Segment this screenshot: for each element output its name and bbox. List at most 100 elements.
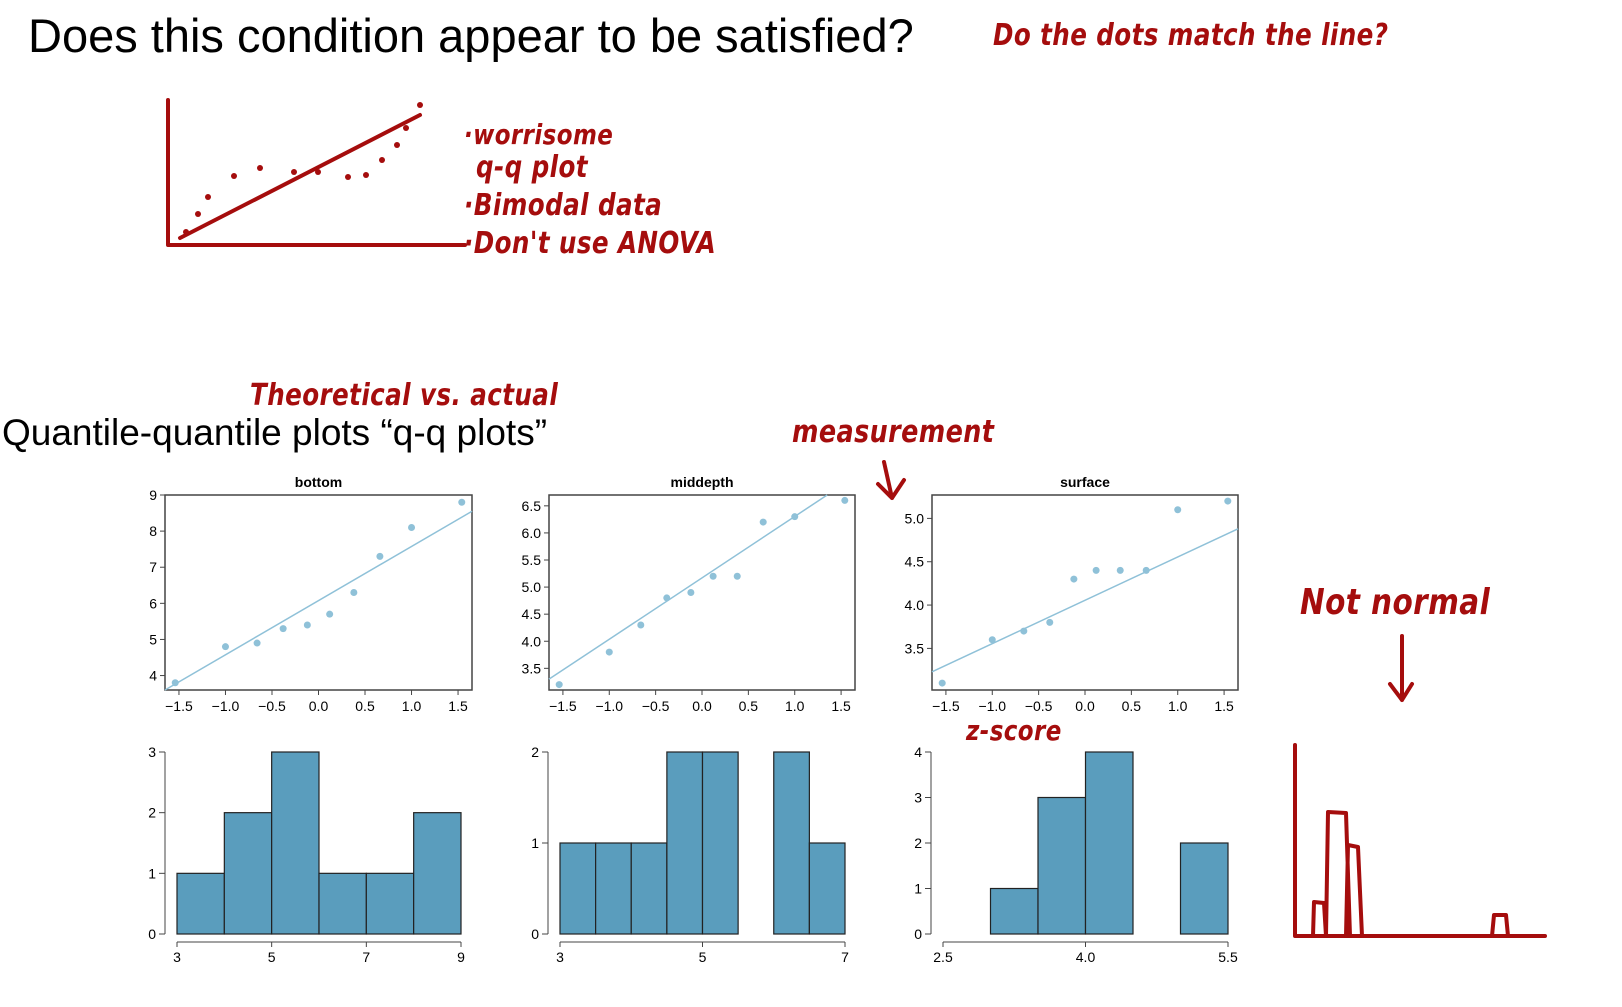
y-tick-label: 4.5: [905, 554, 925, 570]
annotation-theoretical-vs-actual: Theoretical vs. actual: [250, 378, 559, 413]
y-tick-label: 0: [148, 926, 156, 942]
x-tick-label: 4.0: [1076, 949, 1096, 965]
y-tick-label: 1: [531, 835, 539, 851]
y-tick-label: 5.0: [522, 579, 542, 595]
data-point: [1142, 566, 1150, 574]
histogram-bar: [223, 812, 273, 935]
data-point: [759, 518, 767, 526]
data-point: [1020, 627, 1028, 635]
x-tick-label: 1.5: [831, 698, 851, 714]
plot-frame: [164, 494, 473, 691]
data-point: [279, 625, 287, 633]
annotation-dont-use-anova: ·Don't use ANOVA: [464, 226, 717, 261]
x-tick-label: 9: [457, 949, 465, 965]
data-point: [408, 524, 416, 531]
x-tick-label: 5: [268, 949, 276, 965]
reference-line: [931, 528, 1239, 673]
histogram-bar: [666, 751, 704, 935]
data-point: [605, 648, 613, 656]
x-tick-label: 1.0: [785, 698, 805, 714]
x-tick-label: −0.5: [1025, 698, 1053, 714]
x-tick-label: 2.5: [933, 949, 953, 965]
y-tick-label: 3: [148, 744, 156, 760]
sketch-qq-line: [178, 113, 422, 240]
annotation-qq-plot: q-q plot: [476, 150, 588, 185]
data-point: [1070, 575, 1078, 583]
y-tick-label: 4.5: [522, 606, 542, 622]
y-tick-label: 4.0: [522, 633, 542, 649]
data-point: [687, 589, 695, 596]
histogram-bar: [630, 842, 668, 935]
y-tick-label: 6: [149, 595, 157, 611]
annotation-bimodal: ·Bimodal data: [464, 188, 663, 223]
measurement-arrow-icon: [876, 460, 906, 500]
y-tick-label: 0: [531, 926, 539, 942]
y-tick-label: 1: [914, 881, 922, 897]
data-point: [555, 681, 563, 689]
x-tick-label: 3: [556, 949, 564, 965]
data-point: [1224, 497, 1232, 505]
annotation-dots-question: Do the dots match the line?: [993, 18, 1389, 53]
histogram-bar: [1037, 796, 1087, 935]
plot-frame: [548, 494, 856, 691]
reference-line: [548, 494, 828, 680]
data-point: [253, 639, 261, 647]
data-point: [663, 594, 671, 602]
data-point: [303, 621, 311, 629]
chart-4: 0 1 2 3 5 7: [531, 744, 849, 965]
data-point: [221, 643, 229, 651]
reference-line: [164, 510, 473, 691]
slide-title: Does this condition appear to be satisfi…: [28, 9, 914, 62]
chart-1: middepth −1.5 −1.0 −0.5 0.0 0.5 1.0 1.5 3.5 4.0 4.…: [522, 474, 856, 714]
histogram-bar: [176, 872, 225, 935]
plot-frame: [931, 494, 1239, 691]
data-point: [791, 513, 799, 521]
x-tick-label: 0.0: [309, 698, 329, 714]
x-tick-label: 5.5: [1218, 949, 1238, 965]
x-tick-label: −1.5: [932, 698, 960, 714]
histogram-bar: [595, 842, 632, 935]
x-tick-label: 0.0: [1075, 698, 1095, 714]
chart-5: 0 1 2 3 4 2.5 4.0 5.5: [914, 744, 1238, 965]
x-tick-label: 5: [699, 949, 707, 965]
histogram-bar: [318, 872, 367, 935]
data-point: [637, 621, 645, 629]
y-tick-label: 9: [149, 487, 157, 503]
data-point: [733, 572, 741, 580]
y-tick-label: 6.5: [522, 498, 542, 514]
chart-2: surface −1.5 −1.0 −0.5 0.0 0.5 1.0 1.5 3.5 4.0 4.5…: [905, 474, 1239, 714]
annotation-worrisome: ·worrisome: [464, 118, 614, 151]
data-point: [326, 610, 334, 618]
histogram-bar: [773, 751, 810, 935]
y-tick-label: 0: [914, 926, 922, 942]
slide-subtitle: Quantile-quantile plots “q-q plots”: [2, 412, 548, 453]
x-tick-label: 7: [841, 949, 849, 965]
y-tick-label: 3: [914, 790, 922, 806]
annotation-measurement: measurement: [792, 414, 995, 450]
x-tick-label: 1.5: [448, 698, 468, 714]
y-tick-label: 7: [149, 559, 157, 575]
y-tick-label: 5: [149, 631, 157, 647]
x-tick-label: 0.0: [692, 698, 712, 714]
histogram-bar: [365, 872, 415, 935]
chart-0: bottom −1.5 −1.0 −0.5 0.0 0.5 1.0 1.5 4 5 6 7 8 9: [149, 474, 473, 714]
histogram-bar: [559, 842, 597, 935]
histogram-bar: [701, 751, 739, 935]
sketch-qq-dots: [183, 102, 423, 235]
sketch-histogram-bars: [1311, 810, 1510, 938]
data-point: [350, 589, 358, 596]
histogram-bar: [1179, 842, 1229, 935]
y-tick-label: 8: [149, 523, 157, 539]
y-tick-label: 4: [149, 668, 157, 684]
x-tick-label: −1.5: [165, 698, 193, 714]
data-point: [1046, 618, 1054, 626]
sketch-histogram-axes: [1293, 743, 1547, 938]
x-tick-label: 0.5: [355, 698, 375, 714]
data-point: [841, 496, 849, 504]
x-tick-label: 0.5: [739, 698, 759, 714]
annotation-not-normal: Not normal: [1300, 582, 1491, 623]
histogram-bar: [271, 751, 320, 935]
data-point: [1116, 566, 1124, 574]
annotation-z-score: z-score: [966, 714, 1062, 747]
x-tick-label: 1.0: [402, 698, 422, 714]
